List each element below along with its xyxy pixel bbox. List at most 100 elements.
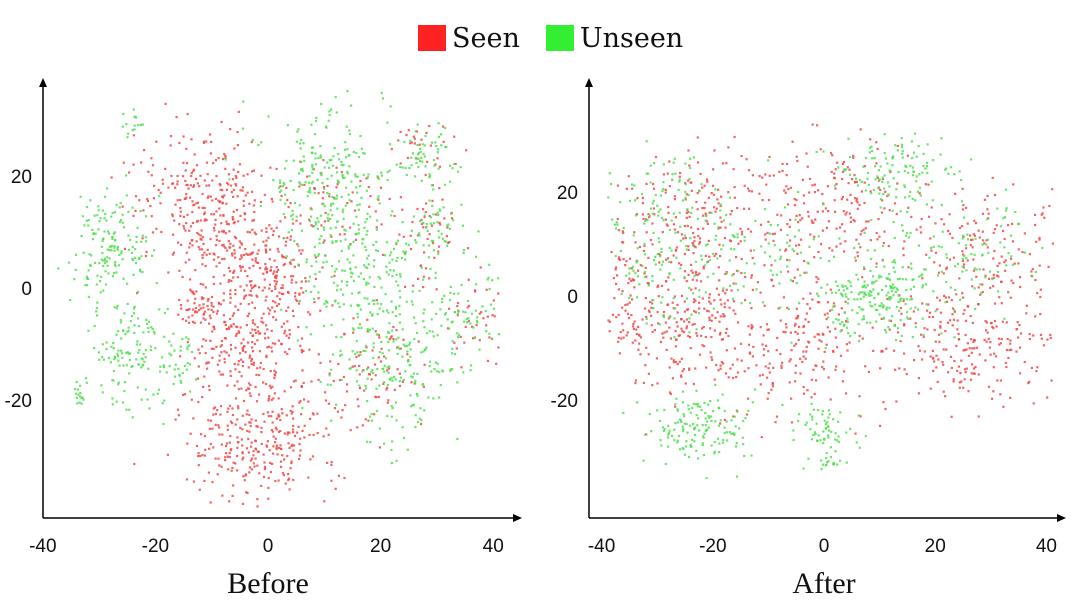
before-point (294, 379, 297, 382)
before-point (248, 253, 251, 256)
before-point (310, 208, 313, 211)
before-point (106, 187, 109, 190)
before-point (212, 252, 215, 255)
before-point (286, 454, 289, 458)
after-point (874, 178, 877, 181)
before-point (237, 170, 240, 174)
after-point (852, 154, 855, 157)
before-point (192, 168, 195, 171)
after-point (945, 256, 949, 259)
before-point (248, 356, 251, 359)
after-point (992, 257, 995, 260)
before-point (407, 243, 410, 247)
before-point (217, 157, 220, 160)
before-point (248, 312, 251, 315)
before-point (182, 215, 185, 218)
before-point (470, 312, 474, 315)
before-point (240, 438, 243, 441)
before-point (228, 500, 231, 503)
before-point (126, 330, 129, 333)
after-point (776, 213, 779, 216)
before-point (402, 378, 405, 381)
before-point (260, 141, 263, 144)
after-point (619, 201, 622, 204)
after-point (797, 338, 800, 342)
before-point (378, 307, 381, 310)
before-point (251, 328, 254, 331)
after-point (781, 162, 784, 165)
after-point (754, 219, 757, 222)
after-point (797, 315, 800, 318)
before-point (437, 135, 440, 138)
after-point (938, 264, 941, 267)
before-point (305, 261, 308, 264)
after-point (644, 364, 647, 367)
after-point (885, 306, 888, 309)
after-point (869, 190, 872, 193)
before-point (128, 408, 131, 411)
before-point (416, 144, 419, 147)
before-point (272, 435, 275, 438)
after-point (644, 307, 647, 310)
before-point (298, 401, 301, 404)
before-point (472, 326, 475, 329)
before-point (210, 301, 213, 305)
after-point (664, 321, 667, 324)
after-point (692, 301, 696, 304)
before-point (218, 464, 221, 467)
after-point (896, 144, 899, 148)
after-point (966, 259, 969, 262)
before-point (346, 258, 349, 261)
after-point (794, 322, 797, 325)
before-point (319, 309, 322, 312)
after-point (684, 162, 687, 165)
after-point (965, 348, 968, 351)
after-point (970, 351, 973, 354)
before-point (226, 181, 229, 184)
before-point (376, 333, 379, 336)
after-point (710, 444, 713, 447)
before-point (218, 239, 221, 243)
after-point (856, 201, 859, 204)
before-point (360, 326, 363, 329)
after-point (715, 234, 718, 237)
before-point (428, 330, 431, 333)
before-point (254, 259, 257, 262)
after-point (643, 270, 646, 274)
after-point (745, 413, 749, 416)
before-point (163, 399, 166, 402)
after-point (747, 228, 750, 231)
before-point (182, 224, 185, 228)
after-point (763, 304, 766, 307)
before-point (139, 209, 142, 213)
before-point (176, 174, 179, 177)
before-point (388, 365, 391, 368)
after-point (678, 180, 681, 183)
before-point (323, 228, 326, 231)
before-point (227, 240, 230, 243)
before-point (268, 395, 271, 398)
after-point (988, 270, 992, 273)
after-point (708, 211, 711, 214)
before-point (288, 328, 291, 332)
after-point (844, 240, 847, 243)
before-point (369, 195, 372, 198)
after-point (969, 378, 973, 381)
before-point (399, 130, 402, 133)
after-point (700, 183, 703, 186)
before-point (250, 357, 254, 361)
before-point (437, 250, 440, 253)
after-point (947, 371, 950, 374)
after-point (801, 360, 804, 363)
after-point (829, 309, 832, 312)
before-point (300, 385, 303, 388)
before-point (222, 229, 225, 232)
after-point (733, 236, 736, 239)
before-point (231, 218, 234, 221)
before-point (373, 413, 376, 416)
before-point (336, 410, 339, 413)
after-point (928, 315, 931, 319)
after-point (922, 284, 925, 287)
before-point (220, 339, 223, 343)
after-point (680, 264, 683, 267)
